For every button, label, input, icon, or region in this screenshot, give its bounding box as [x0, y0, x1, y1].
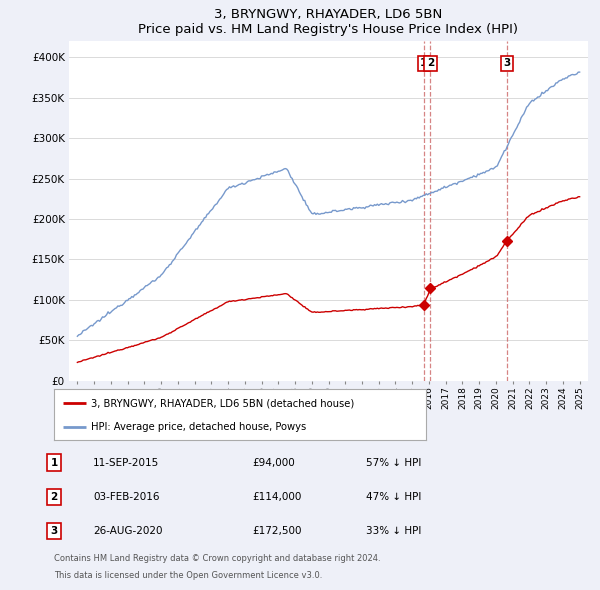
Text: 2: 2 [427, 58, 434, 68]
Text: Contains HM Land Registry data © Crown copyright and database right 2024.: Contains HM Land Registry data © Crown c… [54, 554, 380, 563]
Text: £94,000: £94,000 [252, 458, 295, 467]
Text: 3, BRYNGWY, RHAYADER, LD6 5BN (detached house): 3, BRYNGWY, RHAYADER, LD6 5BN (detached … [91, 398, 355, 408]
Text: 57% ↓ HPI: 57% ↓ HPI [366, 458, 421, 467]
Text: This data is licensed under the Open Government Licence v3.0.: This data is licensed under the Open Gov… [54, 571, 322, 579]
Text: £114,000: £114,000 [252, 492, 301, 502]
Text: £172,500: £172,500 [252, 526, 302, 536]
Text: 3: 3 [503, 58, 511, 68]
Text: 47% ↓ HPI: 47% ↓ HPI [366, 492, 421, 502]
Text: 03-FEB-2016: 03-FEB-2016 [93, 492, 160, 502]
Text: 1: 1 [420, 58, 427, 68]
Title: 3, BRYNGWY, RHAYADER, LD6 5BN
Price paid vs. HM Land Registry's House Price Inde: 3, BRYNGWY, RHAYADER, LD6 5BN Price paid… [139, 8, 518, 36]
Text: HPI: Average price, detached house, Powys: HPI: Average price, detached house, Powy… [91, 422, 307, 432]
Text: 3: 3 [50, 526, 58, 536]
Text: 1: 1 [50, 458, 58, 467]
Text: 11-SEP-2015: 11-SEP-2015 [93, 458, 159, 467]
Text: 2: 2 [50, 492, 58, 502]
Text: 33% ↓ HPI: 33% ↓ HPI [366, 526, 421, 536]
Text: 26-AUG-2020: 26-AUG-2020 [93, 526, 163, 536]
